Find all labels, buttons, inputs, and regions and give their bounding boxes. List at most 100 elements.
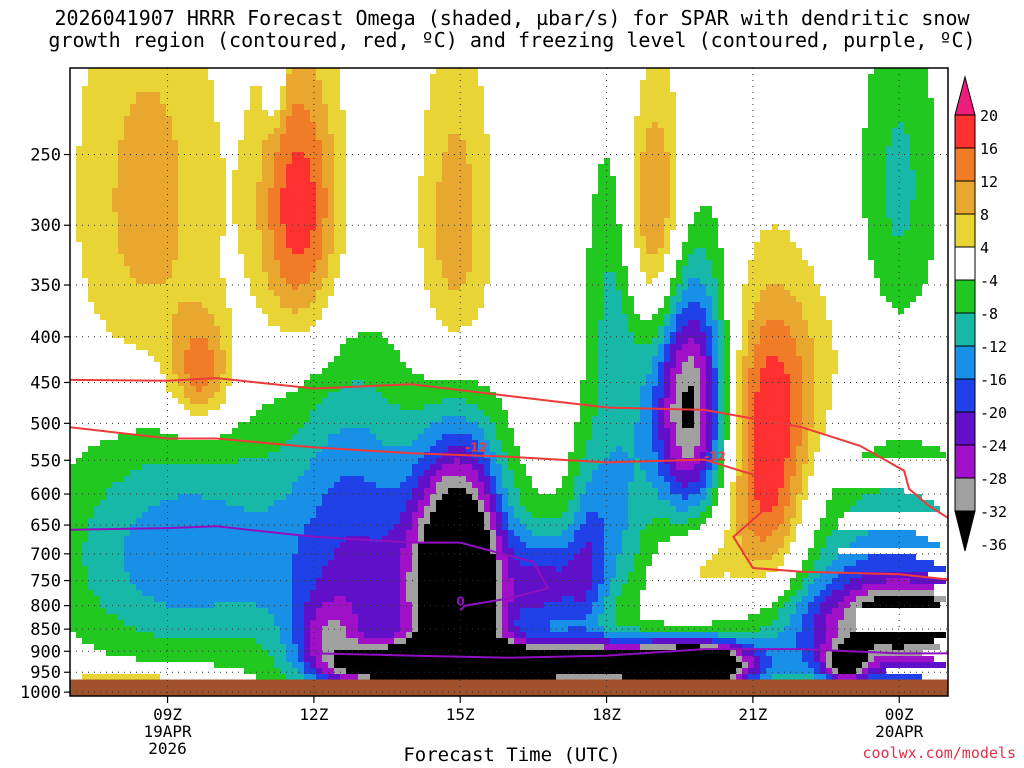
omega-cell [604,314,628,320]
y-tick-label: 1000 [20,683,61,703]
omega-cell [496,488,508,494]
omega-cell [754,530,772,536]
omega-cell [694,356,706,362]
omega-cell [496,476,502,482]
omega-cell [682,416,694,422]
omega-cell [286,650,298,656]
omega-cell [268,278,286,284]
omega-cell [598,368,652,374]
omega-cell [790,596,802,602]
omega-cell [604,578,610,584]
omega-cell [70,464,142,470]
omega-cell [88,74,208,80]
omega-cell [310,110,328,116]
omega-cell [598,464,634,470]
omega-cell [274,170,286,176]
omega-cell [694,452,700,458]
omega-cell [754,452,790,458]
omega-cell [736,452,742,458]
freezing-level-line [313,648,948,659]
omega-cell [736,494,748,500]
omega-cell [646,134,664,140]
omega-cell [178,206,226,212]
omega-cell [604,572,616,578]
omega-cell [496,620,502,626]
omega-cell [664,224,676,230]
omega-cell [304,626,310,632]
omega-cell [340,674,358,680]
omega-cell [814,362,838,368]
omega-cell [766,284,784,290]
x-tick-label: 00Z [885,705,914,724]
omega-cell [406,536,418,542]
omega-cell [778,614,790,620]
omega-cell [616,614,640,620]
omega-cell [748,434,754,440]
omega-cell [796,590,808,596]
omega-cell [490,470,502,476]
omega-cell [808,332,832,338]
omega-cell [598,176,616,182]
omega-cell [760,662,772,668]
omega-cell [700,566,778,572]
omega-cell [706,422,712,428]
omega-cell [652,416,658,422]
omega-cell [886,170,916,176]
omega-cell [508,614,520,620]
omega-cell [754,434,790,440]
omega-cell [646,278,652,284]
x-tick-label: 2026 [148,739,187,758]
omega-cell [868,254,934,260]
omega-cell [418,176,442,182]
omega-cell [586,308,604,314]
omega-cell [490,440,502,446]
omega-cell [598,398,640,404]
omega-cell [862,164,886,170]
omega-cell [880,278,928,284]
omega-cell [250,86,262,92]
omega-cell [328,488,412,494]
credit-link[interactable]: coolwx.com/models [862,744,1016,762]
omega-cell [862,212,886,218]
omega-cell [118,146,178,152]
omega-cell [430,446,448,452]
omega-cell [604,296,622,302]
omega-cell [262,158,274,164]
omega-cell [682,398,694,404]
omega-cell [304,650,310,656]
omega-cell [718,284,724,290]
omega-cell [424,428,484,434]
omega-cell [424,278,448,284]
omega-cell [310,464,412,470]
omega-cell [676,272,682,278]
omega-cell [274,230,286,236]
omega-cell [268,272,280,278]
omega-cell [760,500,778,506]
omega-cell [292,566,322,572]
omega-cell [724,380,730,386]
omega-cell [406,572,418,578]
omega-cell [76,146,118,152]
omega-cell [748,338,760,344]
omega-cell [862,188,886,194]
omega-cell [88,80,214,86]
omega-cell [790,374,802,380]
omega-cell [634,242,646,248]
omega-cell [226,350,232,356]
omega-cell [316,188,328,194]
omega-cell [910,158,934,164]
omega-cell [316,68,340,74]
omega-cell [760,338,796,344]
omega-cell [802,386,814,392]
omega-cell [724,386,730,392]
omega-cell [796,344,814,350]
omega-cell [808,440,820,446]
omega-cell [304,524,394,530]
omega-cell [322,218,334,224]
omega-cell [664,332,670,338]
omega-cell [316,134,334,140]
omega-cell [70,584,88,590]
omega-cell [658,434,670,440]
omega-cell [670,440,676,446]
omega-cell [694,464,706,470]
